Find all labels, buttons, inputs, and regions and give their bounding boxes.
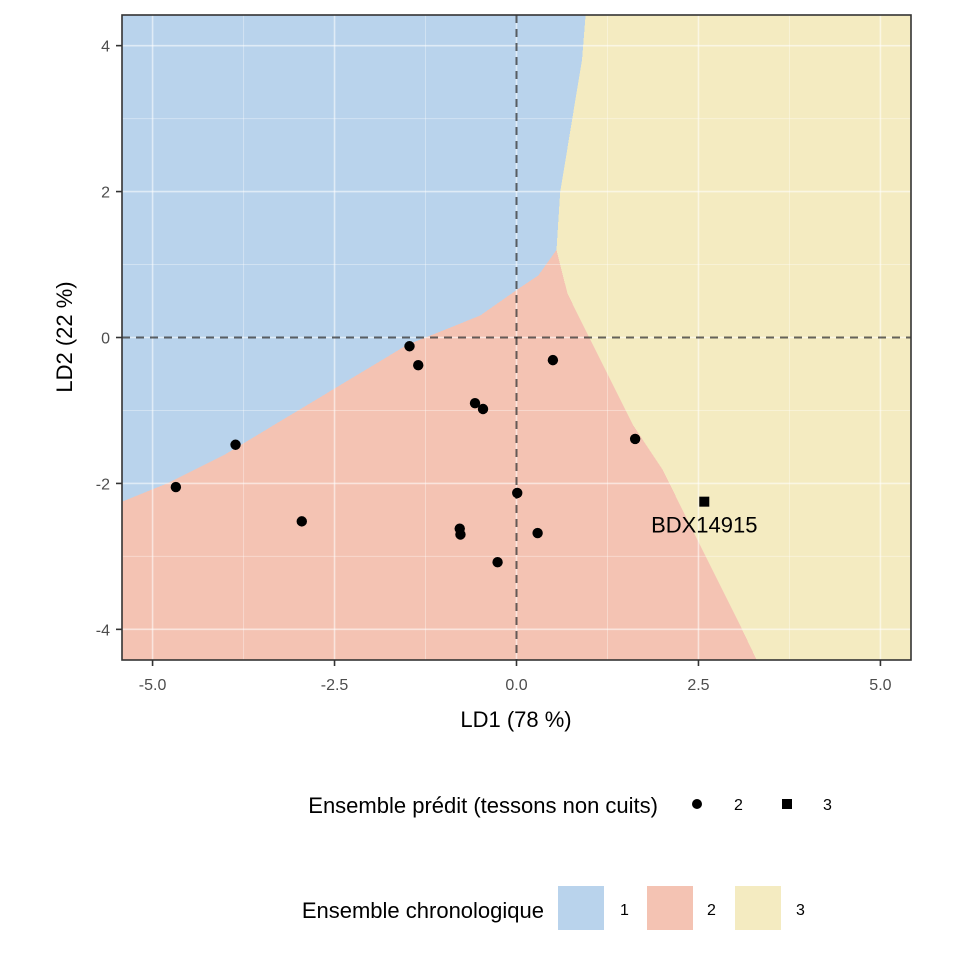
points-legend-title: Ensemble prédit (tessons non cuits) xyxy=(308,793,658,818)
y-tick-label: -2 xyxy=(96,476,110,493)
region-class-1 xyxy=(122,15,586,502)
legend-key-region-3 xyxy=(735,886,781,930)
data-point-group-2 xyxy=(455,529,466,540)
y-axis-title: LD2 (22 %) xyxy=(52,281,77,392)
data-point-group-2 xyxy=(532,527,543,539)
data-point-group-3 xyxy=(699,496,710,507)
axes: -5.0 -2.5 0.0 2.5 5.0 4 2 0 -2 -4 xyxy=(96,39,892,694)
y-tick-label: -4 xyxy=(96,622,110,639)
legend-key-region-2 xyxy=(647,886,693,930)
data-point-group-2 xyxy=(170,481,182,493)
y-tick-label: 0 xyxy=(101,331,110,348)
regions-legend-label-1: 1 xyxy=(620,902,629,919)
regions-legend-label-2: 2 xyxy=(707,902,716,919)
y-tick-label: 2 xyxy=(101,185,110,202)
legend-circle-marker xyxy=(692,799,702,809)
data-point-group-2 xyxy=(230,439,241,450)
data-point-group-2 xyxy=(629,433,641,445)
regions-legend-title: Ensemble chronologique xyxy=(302,898,544,923)
points-legend: Ensemble prédit (tessons non cuits) 2 3 xyxy=(308,793,832,818)
point-label-text: BDX14915 xyxy=(651,513,757,538)
reference-lines xyxy=(122,15,911,660)
region-class-2 xyxy=(122,249,757,660)
legend-square-marker xyxy=(782,799,792,809)
regions-legend: Ensemble chronologique 1 2 3 xyxy=(302,886,805,930)
points-legend-label-3: 3 xyxy=(823,797,832,814)
x-tick-label: -5.0 xyxy=(139,677,167,694)
data-point-group-2 xyxy=(477,403,489,415)
data-point-group-2 xyxy=(469,397,481,409)
x-tick-label: 2.5 xyxy=(687,677,709,694)
legend-key-region-1 xyxy=(558,886,604,930)
y-tick-label: 4 xyxy=(101,39,110,56)
data-points: BDX14915 xyxy=(170,341,757,568)
regions-legend-label-3: 3 xyxy=(796,902,805,919)
data-point-group-2 xyxy=(492,557,503,568)
x-axis-title: LD1 (78 %) xyxy=(460,707,571,732)
x-tick-label: -2.5 xyxy=(321,677,349,694)
data-point-group-2 xyxy=(413,360,424,371)
data-point-group-2 xyxy=(296,516,307,527)
data-point-group-2 xyxy=(404,341,415,352)
data-point-group-2 xyxy=(547,354,559,366)
points-legend-label-2: 2 xyxy=(734,797,743,814)
x-tick-label: 0.0 xyxy=(505,677,527,694)
data-point-group-2 xyxy=(512,487,523,499)
x-tick-label: 5.0 xyxy=(869,677,891,694)
